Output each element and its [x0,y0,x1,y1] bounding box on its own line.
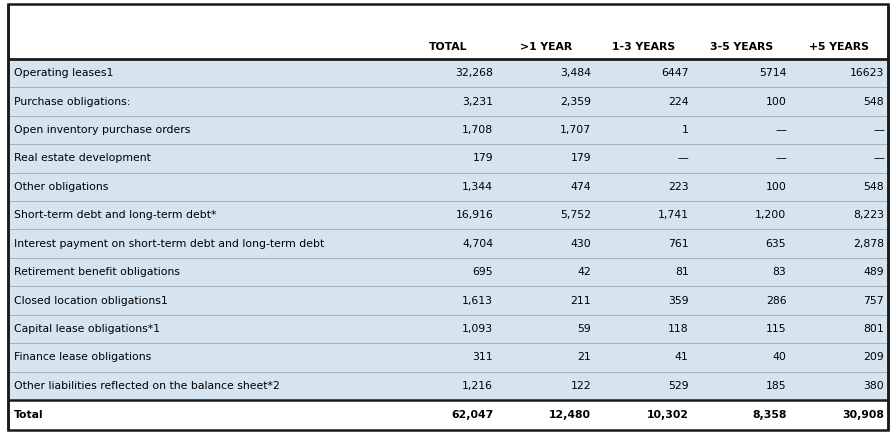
Text: 179: 179 [473,153,494,164]
Text: —: — [873,153,884,164]
Text: Other liabilities reflected on the balance sheet*2: Other liabilities reflected on the balan… [14,381,280,391]
Text: 32,268: 32,268 [455,68,494,78]
Text: 8,223: 8,223 [853,210,884,220]
Text: —: — [873,125,884,135]
Text: 1,741: 1,741 [658,210,689,220]
Text: 1,200: 1,200 [755,210,787,220]
Text: 548: 548 [864,97,884,107]
Bar [8,286,888,315]
Text: 529: 529 [668,381,689,391]
Bar [8,258,888,286]
Bar [8,343,888,371]
Bar [8,371,888,400]
Text: 83: 83 [772,267,787,277]
Text: Real estate development: Real estate development [14,153,151,164]
Text: 380: 380 [863,381,884,391]
Text: 474: 474 [571,182,591,192]
Text: Retirement benefit obligations: Retirement benefit obligations [14,267,180,277]
Text: 59: 59 [577,324,591,334]
Text: 1,093: 1,093 [462,324,494,334]
Bar [8,87,888,116]
Text: 179: 179 [571,153,591,164]
Bar [8,229,888,258]
Bar [8,144,888,173]
Text: 359: 359 [668,296,689,306]
Text: 311: 311 [473,352,494,362]
Text: 224: 224 [668,97,689,107]
Text: 5,752: 5,752 [560,210,591,220]
Text: 115: 115 [766,324,787,334]
Text: 223: 223 [668,182,689,192]
Text: 62,047: 62,047 [451,410,494,420]
Text: 695: 695 [473,267,494,277]
Text: Purchase obligations:: Purchase obligations: [14,97,131,107]
Bar [8,201,888,229]
Text: 1,216: 1,216 [462,381,494,391]
Text: Finance lease obligations: Finance lease obligations [14,352,151,362]
Text: 4,704: 4,704 [462,238,494,249]
Text: Interest payment on short-term debt and long-term debt: Interest payment on short-term debt and … [14,238,324,249]
Bar [8,116,888,144]
Text: Open inventory purchase orders: Open inventory purchase orders [14,125,190,135]
Bar [8,315,888,343]
Text: Total: Total [14,410,44,420]
Text: 16,916: 16,916 [455,210,494,220]
Text: 10,302: 10,302 [647,410,689,420]
Text: TOTAL: TOTAL [429,42,468,52]
Text: 100: 100 [765,182,787,192]
Text: Short-term debt and long-term debt*: Short-term debt and long-term debt* [14,210,216,220]
Text: 81: 81 [675,267,689,277]
Text: 12,480: 12,480 [549,410,591,420]
Text: 185: 185 [766,381,787,391]
Text: 286: 286 [766,296,787,306]
Bar [8,4,888,59]
Text: 1-3 YEARS: 1-3 YEARS [612,42,676,52]
Text: 209: 209 [863,352,884,362]
Text: 122: 122 [571,381,591,391]
Text: 1,613: 1,613 [462,296,494,306]
Text: 1,344: 1,344 [462,182,494,192]
Text: 489: 489 [864,267,884,277]
Text: 118: 118 [668,324,689,334]
Text: >1 YEAR: >1 YEAR [520,42,573,52]
Text: 801: 801 [863,324,884,334]
Text: 1,708: 1,708 [462,125,494,135]
Bar [8,400,888,430]
Text: —: — [677,153,689,164]
Text: 2,878: 2,878 [853,238,884,249]
Text: 2,359: 2,359 [560,97,591,107]
Text: 3,484: 3,484 [560,68,591,78]
Text: 430: 430 [570,238,591,249]
Text: +5 YEARS: +5 YEARS [809,42,869,52]
Text: Closed location obligations1: Closed location obligations1 [14,296,168,306]
Text: —: — [775,125,787,135]
Text: 16623: 16623 [849,68,884,78]
Text: Other obligations: Other obligations [14,182,108,192]
Text: 1,707: 1,707 [560,125,591,135]
Text: 21: 21 [577,352,591,362]
Text: —: — [775,153,787,164]
Text: Operating leases1: Operating leases1 [14,68,114,78]
Text: 6447: 6447 [661,68,689,78]
Text: Capital lease obligations*1: Capital lease obligations*1 [14,324,160,334]
Text: 3,231: 3,231 [462,97,494,107]
Text: 211: 211 [571,296,591,306]
Bar [8,173,888,201]
Text: 761: 761 [668,238,689,249]
Text: 548: 548 [864,182,884,192]
Bar [8,59,888,87]
Text: 757: 757 [864,296,884,306]
Text: 100: 100 [765,97,787,107]
Text: 5714: 5714 [759,68,787,78]
Text: 8,358: 8,358 [752,410,787,420]
Text: 30,908: 30,908 [842,410,884,420]
Text: 42: 42 [577,267,591,277]
Text: 1: 1 [682,125,689,135]
Text: 41: 41 [675,352,689,362]
Text: 635: 635 [766,238,787,249]
Text: 3-5 YEARS: 3-5 YEARS [710,42,773,52]
Text: 40: 40 [772,352,787,362]
